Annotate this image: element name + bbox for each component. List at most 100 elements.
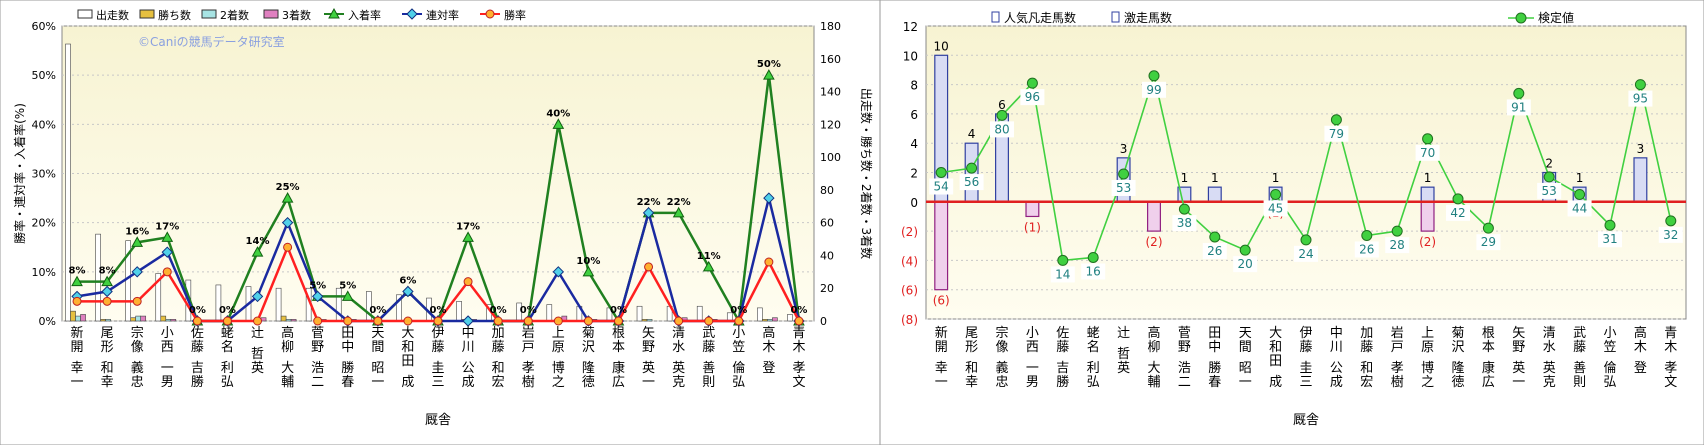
x-tick-label: 小西 一男 (1026, 326, 1039, 390)
legend-marker (328, 7, 340, 19)
bar-2 (767, 319, 773, 322)
x-tick-label: 尾形 和幸 (965, 326, 978, 390)
y-tick: (2) (901, 225, 918, 239)
y-tick: 4 (910, 137, 918, 151)
point-1 (281, 216, 294, 229)
line-label-bg (1263, 200, 1288, 217)
y-tick: (8) (901, 313, 918, 327)
x-tick-label: 加藤 和宏 (1360, 326, 1373, 390)
bar-positive (1633, 157, 1648, 203)
line-label-bg (1172, 215, 1197, 232)
data-label: 8% (99, 266, 116, 277)
bar-2 (75, 315, 81, 322)
line-point (1482, 222, 1494, 234)
bar-label: 10 (934, 39, 949, 53)
line-point (1665, 215, 1677, 227)
watermark: ©Caniの競馬データ研究室 (138, 34, 285, 49)
x-tick-label: 矢野 英一 (1512, 326, 1525, 390)
legend-marker (485, 9, 495, 19)
bar-0 (456, 301, 462, 322)
point-1 (131, 266, 143, 278)
line-label: 96 (1025, 90, 1040, 104)
line-point (1148, 70, 1160, 82)
x-tick-label: 清水 英克 (672, 326, 685, 390)
x-tick-label: 武藤 善則 (1573, 326, 1586, 390)
x-tick-label: 蛯名 利弘 (221, 326, 234, 390)
bar-0 (65, 43, 71, 322)
x-tick-label: 大和田 成 (1269, 326, 1282, 390)
y-tick-right: 140 (820, 86, 841, 99)
x-tick-label: 大和田 成 (401, 326, 414, 390)
legend-label: 3着数 (282, 8, 311, 22)
line-label-bg (1324, 125, 1349, 142)
legend-label: 出走数 (96, 8, 129, 22)
point-2 (463, 277, 473, 287)
line-point (1391, 225, 1403, 237)
line-point (966, 162, 978, 174)
line-label: 70 (1420, 146, 1435, 160)
point-2 (373, 316, 383, 326)
point-2 (192, 316, 202, 326)
y-tick: 0 (910, 196, 918, 210)
line-point (1057, 254, 1069, 266)
y-tick-left: 0% (39, 315, 56, 328)
x-tick-label: 田中 勝春 (1208, 326, 1221, 390)
line-label: 28 (1390, 238, 1405, 252)
line-label-bg (1567, 200, 1592, 217)
point-0 (251, 246, 264, 257)
line-point (1300, 234, 1312, 246)
bar-2 (285, 319, 292, 322)
data-label: 0% (430, 305, 447, 316)
bar-1 (280, 315, 287, 322)
line-label-bg (1385, 237, 1410, 254)
y-tick-left: 50% (32, 69, 56, 82)
line-label-bg (990, 121, 1014, 138)
line-point (1178, 203, 1190, 215)
bar-1 (70, 310, 76, 322)
y-tick-right: 0 (820, 315, 827, 328)
y-tick-right: 60 (820, 217, 834, 230)
point-0 (552, 118, 565, 129)
x-tick-label: 伊藤 圭三 (431, 326, 444, 390)
bar-positive (1420, 186, 1435, 203)
bar-1 (160, 315, 167, 322)
data-label: 0% (520, 305, 537, 316)
x-tick-label: 青木 孝文 (1664, 326, 1677, 390)
x-tick-label: 中川 公成 (462, 326, 475, 390)
y-tick-right: 100 (820, 151, 841, 164)
line-label: 95 (1633, 92, 1648, 106)
x-tick-label: 新開 幸一 (935, 325, 948, 390)
line-point (1574, 188, 1586, 200)
point-1 (101, 285, 113, 298)
bar-3 (80, 314, 86, 322)
legend-label: 検定値 (1538, 10, 1574, 25)
data-label: 0% (730, 305, 747, 316)
bar-label: 3 (1637, 142, 1645, 156)
bar-0 (95, 233, 101, 322)
x-tick-label: 菊沢 隆徳 (582, 326, 595, 390)
y-tick-left: 40% (32, 118, 56, 131)
x-tick-label: 岩戸 孝樹 (1391, 326, 1404, 390)
bar-3 (772, 317, 778, 322)
legend-label: 2着数 (220, 8, 249, 22)
x-tick-label: 武藤 善則 (702, 326, 715, 390)
point-2 (283, 242, 293, 252)
legend-swatch (139, 9, 155, 19)
bar-label: 1 (1211, 171, 1219, 185)
point-2 (162, 267, 172, 277)
y-tick-right: 40 (820, 249, 834, 262)
x-tick-label: 根本 康広 (612, 326, 625, 390)
x-tick-label: 佐藤 吉勝 (1056, 326, 1069, 390)
line-point (1361, 229, 1373, 241)
line-point (1209, 231, 1221, 243)
x-tick-label: 加藤 和宏 (492, 326, 505, 390)
point-0 (462, 231, 474, 242)
line-point (1026, 77, 1038, 89)
x-tick-label: 辻 哲英 (1117, 326, 1130, 376)
point-2 (674, 316, 684, 326)
line-label: 54 (934, 180, 949, 194)
y-tick: 8 (910, 79, 918, 93)
y-tick-right: 160 (820, 53, 841, 66)
bar-label: 1 (1272, 171, 1280, 185)
